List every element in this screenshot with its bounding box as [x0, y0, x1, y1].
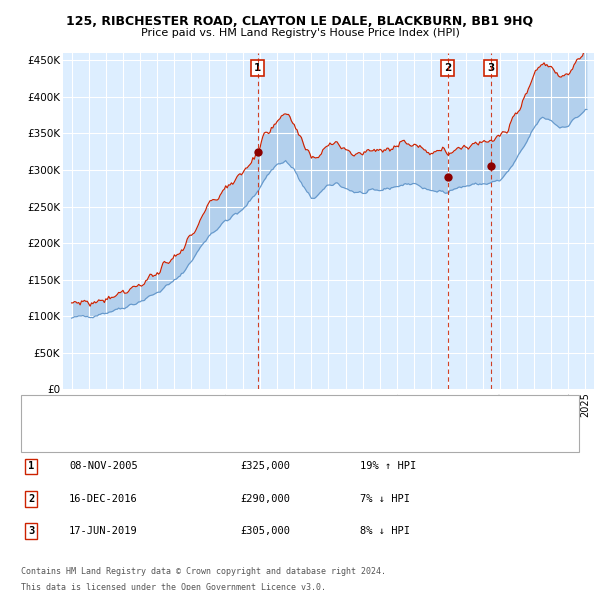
- Text: HPI: Average price, detached house, Ribble Valley: HPI: Average price, detached house, Ribb…: [60, 424, 342, 432]
- Text: Contains HM Land Registry data © Crown copyright and database right 2024.: Contains HM Land Registry data © Crown c…: [21, 567, 386, 576]
- Text: 2: 2: [444, 63, 451, 73]
- Text: £305,000: £305,000: [240, 526, 290, 536]
- Text: 7% ↓ HPI: 7% ↓ HPI: [360, 494, 410, 504]
- Text: 3: 3: [487, 63, 494, 73]
- Text: 1: 1: [28, 461, 34, 471]
- Text: 19% ↑ HPI: 19% ↑ HPI: [360, 461, 416, 471]
- Text: Price paid vs. HM Land Registry's House Price Index (HPI): Price paid vs. HM Land Registry's House …: [140, 28, 460, 38]
- Text: 08-NOV-2005: 08-NOV-2005: [69, 461, 138, 471]
- Text: 125, RIBCHESTER ROAD, CLAYTON LE DALE, BLACKBURN, BB1 9HQ: 125, RIBCHESTER ROAD, CLAYTON LE DALE, B…: [67, 15, 533, 28]
- Text: 17-JUN-2019: 17-JUN-2019: [69, 526, 138, 536]
- Text: 2: 2: [28, 494, 34, 504]
- Text: 3: 3: [28, 526, 34, 536]
- Text: 125, RIBCHESTER ROAD, CLAYTON LE DALE, BLACKBURN, BB1 9HQ (detached house): 125, RIBCHESTER ROAD, CLAYTON LE DALE, B…: [60, 401, 485, 410]
- Text: 16-DEC-2016: 16-DEC-2016: [69, 494, 138, 504]
- Text: £290,000: £290,000: [240, 494, 290, 504]
- Text: 1: 1: [254, 63, 261, 73]
- Text: This data is licensed under the Open Government Licence v3.0.: This data is licensed under the Open Gov…: [21, 584, 326, 590]
- Text: 8% ↓ HPI: 8% ↓ HPI: [360, 526, 410, 536]
- Text: £325,000: £325,000: [240, 461, 290, 471]
